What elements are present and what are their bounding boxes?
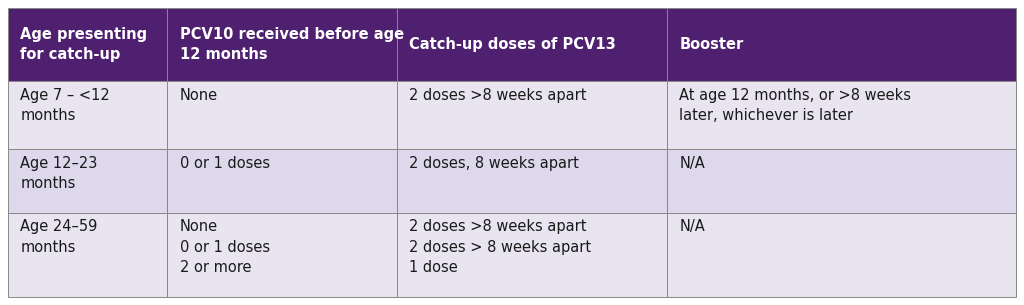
Text: N/A: N/A — [680, 220, 706, 235]
Bar — [8, 81, 167, 149]
Text: 2 doses >8 weeks apart: 2 doses >8 weeks apart — [410, 88, 587, 103]
Bar — [8, 213, 167, 297]
Bar — [668, 8, 1016, 81]
Bar — [167, 149, 397, 213]
Text: Catch-up doses of PCV13: Catch-up doses of PCV13 — [410, 37, 616, 52]
Text: 0 or 1 doses: 0 or 1 doses — [179, 156, 269, 171]
Bar — [167, 8, 397, 81]
Bar — [397, 8, 668, 81]
Text: Age presenting
for catch-up: Age presenting for catch-up — [20, 27, 147, 62]
Bar — [167, 81, 397, 149]
Text: Booster: Booster — [680, 37, 743, 52]
Text: At age 12 months, or >8 weeks
later, whichever is later: At age 12 months, or >8 weeks later, whi… — [680, 88, 911, 123]
Bar — [668, 149, 1016, 213]
Bar — [8, 8, 167, 81]
Text: 2 doses, 8 weeks apart: 2 doses, 8 weeks apart — [410, 156, 580, 171]
Bar — [167, 213, 397, 297]
Bar — [397, 81, 668, 149]
Bar — [668, 213, 1016, 297]
Text: Age 12–23
months: Age 12–23 months — [20, 156, 98, 191]
Text: 2 doses >8 weeks apart
2 doses > 8 weeks apart
1 dose: 2 doses >8 weeks apart 2 doses > 8 weeks… — [410, 220, 592, 275]
Text: Age 24–59
months: Age 24–59 months — [20, 220, 98, 255]
Bar — [668, 81, 1016, 149]
Text: N/A: N/A — [680, 156, 706, 171]
Text: Age 7 – <12
months: Age 7 – <12 months — [20, 88, 111, 123]
Text: None
0 or 1 doses
2 or more: None 0 or 1 doses 2 or more — [179, 220, 269, 275]
Bar — [8, 149, 167, 213]
Bar — [397, 149, 668, 213]
Text: None: None — [179, 88, 218, 103]
Text: PCV10 received before age
12 months: PCV10 received before age 12 months — [179, 27, 403, 62]
Bar — [397, 213, 668, 297]
